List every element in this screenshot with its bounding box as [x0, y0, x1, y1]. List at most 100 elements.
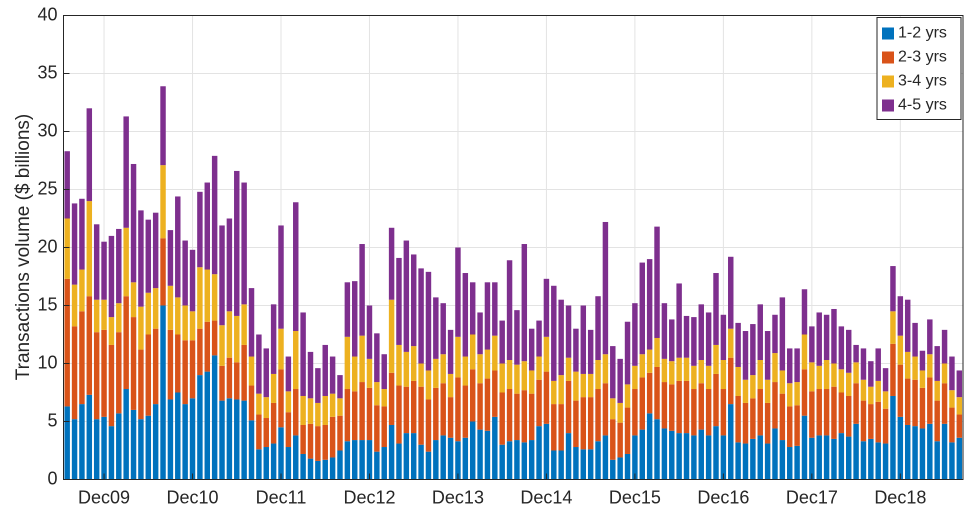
bar-segment	[875, 442, 881, 480]
bar-segment	[853, 362, 859, 384]
bar-segment	[270, 443, 277, 480]
bar-segment	[189, 249, 196, 312]
bar-segment	[329, 356, 336, 394]
bar-segment	[750, 398, 756, 439]
bar-segment	[551, 404, 557, 451]
bar-segment	[410, 254, 417, 347]
bar-segment	[853, 344, 859, 363]
bar-segment	[506, 260, 513, 361]
bar-segment	[145, 292, 152, 335]
bar-segment	[285, 356, 292, 392]
bar-segment	[116, 303, 122, 333]
bar-segment	[764, 443, 771, 480]
bar-segment	[646, 349, 653, 373]
bar-segment	[632, 435, 638, 480]
bar-segment	[300, 424, 306, 454]
bar-segment	[750, 375, 756, 399]
bar-segment	[189, 311, 196, 341]
bar-segment	[64, 218, 70, 279]
bar-segment	[654, 226, 660, 338]
bar-segment	[418, 386, 424, 445]
bar-segment	[956, 397, 963, 415]
bar-segment	[300, 395, 306, 425]
bar-segment	[455, 441, 461, 480]
bar-segment	[462, 437, 469, 480]
bar-segment	[352, 281, 358, 357]
bar-segment	[624, 407, 631, 454]
bar-segment	[927, 319, 933, 355]
bar-segment	[890, 343, 896, 396]
bar-segment	[536, 426, 542, 480]
bar-segment	[831, 363, 837, 387]
bar-segment	[455, 377, 461, 442]
bar-segment	[374, 451, 380, 480]
bar-segment	[256, 414, 262, 450]
bar-segment	[528, 370, 535, 394]
bar-segment	[868, 361, 874, 387]
bar-segment	[366, 440, 373, 480]
bar-segment	[315, 402, 321, 427]
bar-segment	[352, 440, 358, 480]
bar-segment	[204, 182, 211, 270]
legend-swatch	[882, 99, 894, 112]
bar-segment	[381, 406, 387, 448]
bar-segment	[293, 331, 299, 390]
bar-segment	[602, 221, 609, 355]
bar-segment	[794, 445, 800, 480]
bar-segment	[816, 435, 822, 480]
bar-segment	[477, 354, 483, 384]
bar-segment	[425, 271, 432, 371]
bar-segment	[211, 274, 218, 321]
bar-segment	[469, 334, 476, 370]
bar-segment	[86, 108, 93, 202]
bar-segment	[93, 419, 100, 480]
y-tick-label: 20	[37, 236, 57, 256]
bar-segment	[381, 354, 387, 390]
bar-segment	[219, 400, 225, 480]
bar-segment	[941, 423, 948, 480]
bar-segment	[934, 441, 940, 480]
bar-segment	[742, 331, 749, 380]
bar-segment	[919, 387, 926, 429]
bar-segment	[927, 354, 933, 378]
bar-segment	[610, 346, 616, 399]
bar-segment	[654, 419, 660, 480]
bar-segment	[145, 415, 152, 480]
bar-segment	[108, 317, 115, 345]
bar-segment	[521, 390, 528, 443]
bar-segment	[403, 351, 410, 387]
bar-segment	[757, 360, 763, 390]
bar-segment	[853, 423, 859, 480]
bar-segment	[418, 363, 424, 387]
bar-segment	[152, 328, 159, 405]
bar-segment	[624, 453, 631, 480]
bar-segment	[934, 380, 940, 401]
bar-segment	[160, 165, 166, 239]
x-tick-label: Dec14	[520, 487, 572, 507]
bar-segment	[728, 357, 734, 405]
x-tick-label: Dec18	[874, 487, 926, 507]
bar-segment	[860, 348, 867, 380]
bar-segment	[366, 358, 373, 388]
bar-segment	[315, 426, 321, 461]
bar-segment	[79, 404, 85, 480]
bar-segment	[307, 398, 314, 424]
bar-segment	[219, 325, 225, 366]
y-tick-label: 15	[37, 294, 57, 314]
bar-segment	[617, 457, 623, 480]
bar-segment	[801, 334, 808, 370]
bar-segment	[528, 328, 535, 371]
bar-segment	[447, 397, 454, 438]
bar-segment	[941, 329, 948, 364]
y-tick-label: 25	[37, 178, 57, 198]
bar-segment	[71, 419, 78, 480]
y-tick-label: 0	[47, 468, 57, 488]
bar-segment	[86, 296, 93, 395]
bar-segment	[735, 395, 741, 443]
bar-segment	[433, 387, 439, 441]
bar-segment	[71, 284, 78, 327]
bar-segment	[809, 437, 815, 480]
bar-segment	[661, 303, 668, 359]
bar-segment	[912, 322, 918, 357]
